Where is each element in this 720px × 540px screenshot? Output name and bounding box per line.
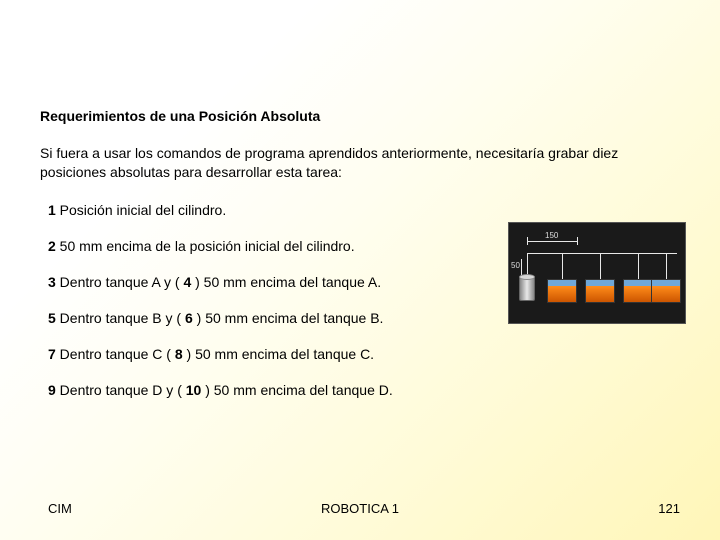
item-number-b: 6 xyxy=(185,310,193,326)
drop-line xyxy=(638,253,639,279)
item-number: 9 xyxy=(48,382,56,398)
measure-tick xyxy=(527,237,528,245)
item-number: 5 xyxy=(48,310,56,326)
cylinder-icon xyxy=(519,277,535,305)
item-text: Dentro tanque D y ( xyxy=(56,382,186,398)
list-item: 7 Dentro tanque C ( 8 ) 50 mm encima del… xyxy=(40,346,680,362)
item-number: 3 xyxy=(48,274,56,290)
item-number: 2 xyxy=(48,238,56,254)
positions-list: 1 Posición inicial del cilindro. 2 50 mm… xyxy=(40,202,680,398)
slide-footer: CIM ROBOTICA 1 121 xyxy=(0,501,720,516)
footer-page-number: 121 xyxy=(658,501,680,516)
tank-c-icon xyxy=(623,279,653,303)
list-item: 9 Dentro tanque D y ( 10 ) 50 mm encima … xyxy=(40,382,680,398)
item-text-b: ) 50 mm encima del tanque D. xyxy=(201,382,392,398)
item-text-b: ) 50 mm encima del tanque A. xyxy=(191,274,381,290)
drop-line xyxy=(562,253,563,279)
item-number: 7 xyxy=(48,346,56,362)
drop-line xyxy=(666,253,667,279)
item-text: Posición inicial del cilindro. xyxy=(56,202,226,218)
drop-line xyxy=(600,253,601,279)
item-text: 50 mm encima de la posición inicial del … xyxy=(56,238,355,254)
tank-b-icon xyxy=(585,279,615,303)
item-text: Dentro tanque B y ( xyxy=(56,310,185,326)
item-text: Dentro tanque A y ( xyxy=(56,274,184,290)
tank-d-icon xyxy=(651,279,681,303)
item-text: Dentro tanque C ( xyxy=(56,346,175,362)
footer-center: ROBOTICA 1 xyxy=(321,501,399,516)
measure-label-150: 150 xyxy=(545,231,558,240)
intro-paragraph: Si fuera a usar los comandos de programa… xyxy=(40,144,670,182)
measure-label-50: 50 xyxy=(511,261,520,270)
tank-a-icon xyxy=(547,279,577,303)
item-number: 1 xyxy=(48,202,56,218)
footer-left: CIM xyxy=(48,501,72,516)
tanks-diagram: 150 50 xyxy=(508,222,686,324)
rail-line xyxy=(527,253,677,254)
list-item: 1 Posición inicial del cilindro. xyxy=(40,202,680,218)
item-text-b: ) 50 mm encima del tanque B. xyxy=(193,310,384,326)
item-text-b: ) 50 mm encima del tanque C. xyxy=(183,346,374,362)
section-title: Requerimientos de una Posición Absoluta xyxy=(40,108,680,124)
measure-tick xyxy=(577,237,578,245)
measure-line xyxy=(527,241,577,242)
item-number-b: 10 xyxy=(186,382,202,398)
item-number-b: 8 xyxy=(175,346,183,362)
